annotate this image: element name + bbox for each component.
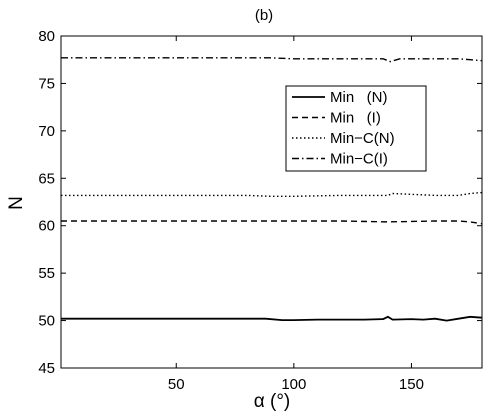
x-axis: 50 100 150 [168, 36, 424, 393]
legend-label: Min (I) [330, 110, 381, 127]
series-line-4 [61, 57, 483, 63]
legend-label: Min (N) [330, 89, 388, 106]
y-tick-label: 50 [38, 313, 55, 330]
y-axis-label: N [6, 196, 27, 210]
y-tick-label: 45 [38, 360, 55, 377]
plot-frame [60, 35, 483, 369]
y-tick-label: 75 [38, 75, 55, 92]
x-tick-label: 50 [168, 376, 185, 393]
x-axis-label: α (°) [254, 391, 291, 412]
series-line-2 [61, 220, 483, 225]
y-tick-label: 65 [38, 170, 55, 187]
legend-box [285, 85, 427, 172]
y-tick-label: 70 [38, 123, 55, 140]
series-line-1 [61, 315, 483, 322]
legend: Min (N) Min (I) Min−C(N) Min−C(I) [285, 85, 427, 172]
y-tick-label: 55 [38, 265, 55, 282]
y-tick-label: 80 [38, 28, 55, 45]
chart-title: (b) [255, 7, 273, 24]
series-layer [61, 57, 483, 322]
y-tick-label: 60 [38, 218, 55, 235]
y-axis: 45 50 55 60 65 70 75 80 [38, 28, 482, 377]
legend-label: Min−C(N) [330, 130, 395, 147]
series-line-3 [61, 191, 483, 198]
x-tick-label: 150 [399, 376, 424, 393]
legend-label: Min−C(I) [330, 151, 388, 168]
x-tick-label: 100 [281, 376, 306, 393]
